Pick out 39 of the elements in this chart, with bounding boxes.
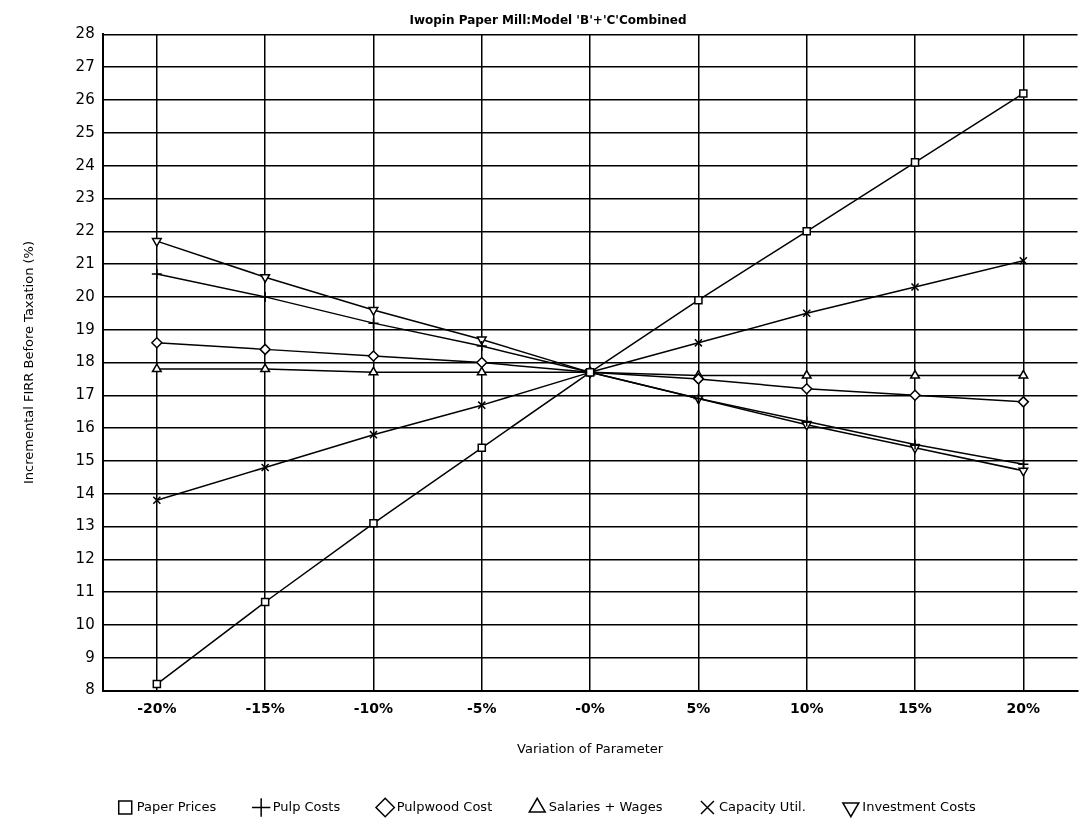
legend-label: Salaries + Wages <box>548 798 663 814</box>
x-tick-label: -0% <box>575 699 605 716</box>
y-tick-label: 21 <box>75 253 95 272</box>
legend-label: Paper Prices <box>136 798 217 814</box>
y-tick-label: 17 <box>75 385 95 404</box>
legend-label: Capacity Util. <box>718 798 806 814</box>
y-tick-label: 20 <box>75 286 95 305</box>
legend-label: Pulpwood Cost <box>396 798 493 814</box>
y-tick-label: 10 <box>75 614 95 633</box>
y-tick-label: 19 <box>75 319 95 338</box>
y-tick-label: 16 <box>75 418 95 437</box>
y-tick-label: 9 <box>85 647 95 666</box>
y-tick-label: 14 <box>75 483 95 502</box>
chart-title: Iwopin Paper Mill:Model 'B'+'C'Combined <box>409 13 687 28</box>
y-tick-label: 23 <box>75 188 95 207</box>
x-tick-label: -10% <box>353 699 394 716</box>
y-tick-label: 15 <box>75 450 95 469</box>
legend-label: Pulp Costs <box>272 798 341 814</box>
x-tick-label: -20% <box>137 699 177 716</box>
x-tick-label: 5% <box>686 699 711 716</box>
y-tick-label: 13 <box>75 516 95 535</box>
x-tick-label: 20% <box>1006 699 1041 716</box>
y-tick-label: 18 <box>75 352 95 371</box>
legend-label: Investment Costs <box>862 798 976 814</box>
x-tick-label: -5% <box>466 699 497 716</box>
x-tick-label: 15% <box>898 699 932 716</box>
y-tick-label: 24 <box>75 155 95 174</box>
y-tick-label: 22 <box>75 221 95 240</box>
x-axis-title: Variation of Parameter <box>517 740 664 756</box>
y-tick-label: 12 <box>75 549 95 568</box>
y-tick-label: 11 <box>75 582 95 601</box>
x-tick-label: -15% <box>245 699 285 716</box>
y-tick-label: 25 <box>75 122 95 141</box>
y-axis-title: Incremental FIRR Before Taxation (%) <box>21 240 37 485</box>
y-tick-label: 26 <box>75 89 95 108</box>
y-tick-label: 28 <box>75 24 95 43</box>
y-tick-label: 8 <box>85 680 95 699</box>
y-tick-label: 27 <box>75 57 95 76</box>
x-tick-label: 10% <box>789 699 824 716</box>
